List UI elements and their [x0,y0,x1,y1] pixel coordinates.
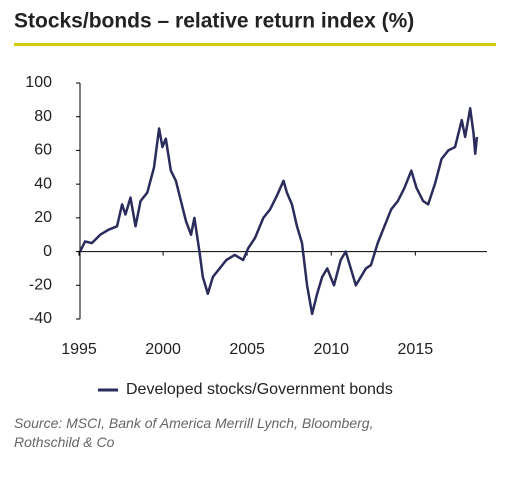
y-tick-label: 40 [34,175,52,192]
x-tick-label: 2000 [145,341,181,358]
y-tick-label: 0 [43,243,52,260]
title-rule [14,43,496,46]
x-tick-label: 2015 [398,341,434,358]
chart-title: Stocks/bonds – relative return index (%) [14,10,414,33]
y-tick-label: -40 [29,310,52,327]
y-tick-label: 60 [34,142,52,159]
x-tick-label: 1995 [61,341,97,358]
y-tick-label: 100 [25,74,52,91]
x-tick-label: 2010 [313,341,349,358]
y-tick-label: -20 [29,277,52,294]
series-line [78,107,479,316]
y-tick-label: 80 [34,108,52,125]
y-tick-label: 20 [34,209,52,226]
source-note: Source: MSCI, Bank of America Merrill Ly… [14,415,374,450]
legend-label: Developed stocks/Government bonds [126,381,393,398]
x-tick-label: 2005 [229,341,265,358]
